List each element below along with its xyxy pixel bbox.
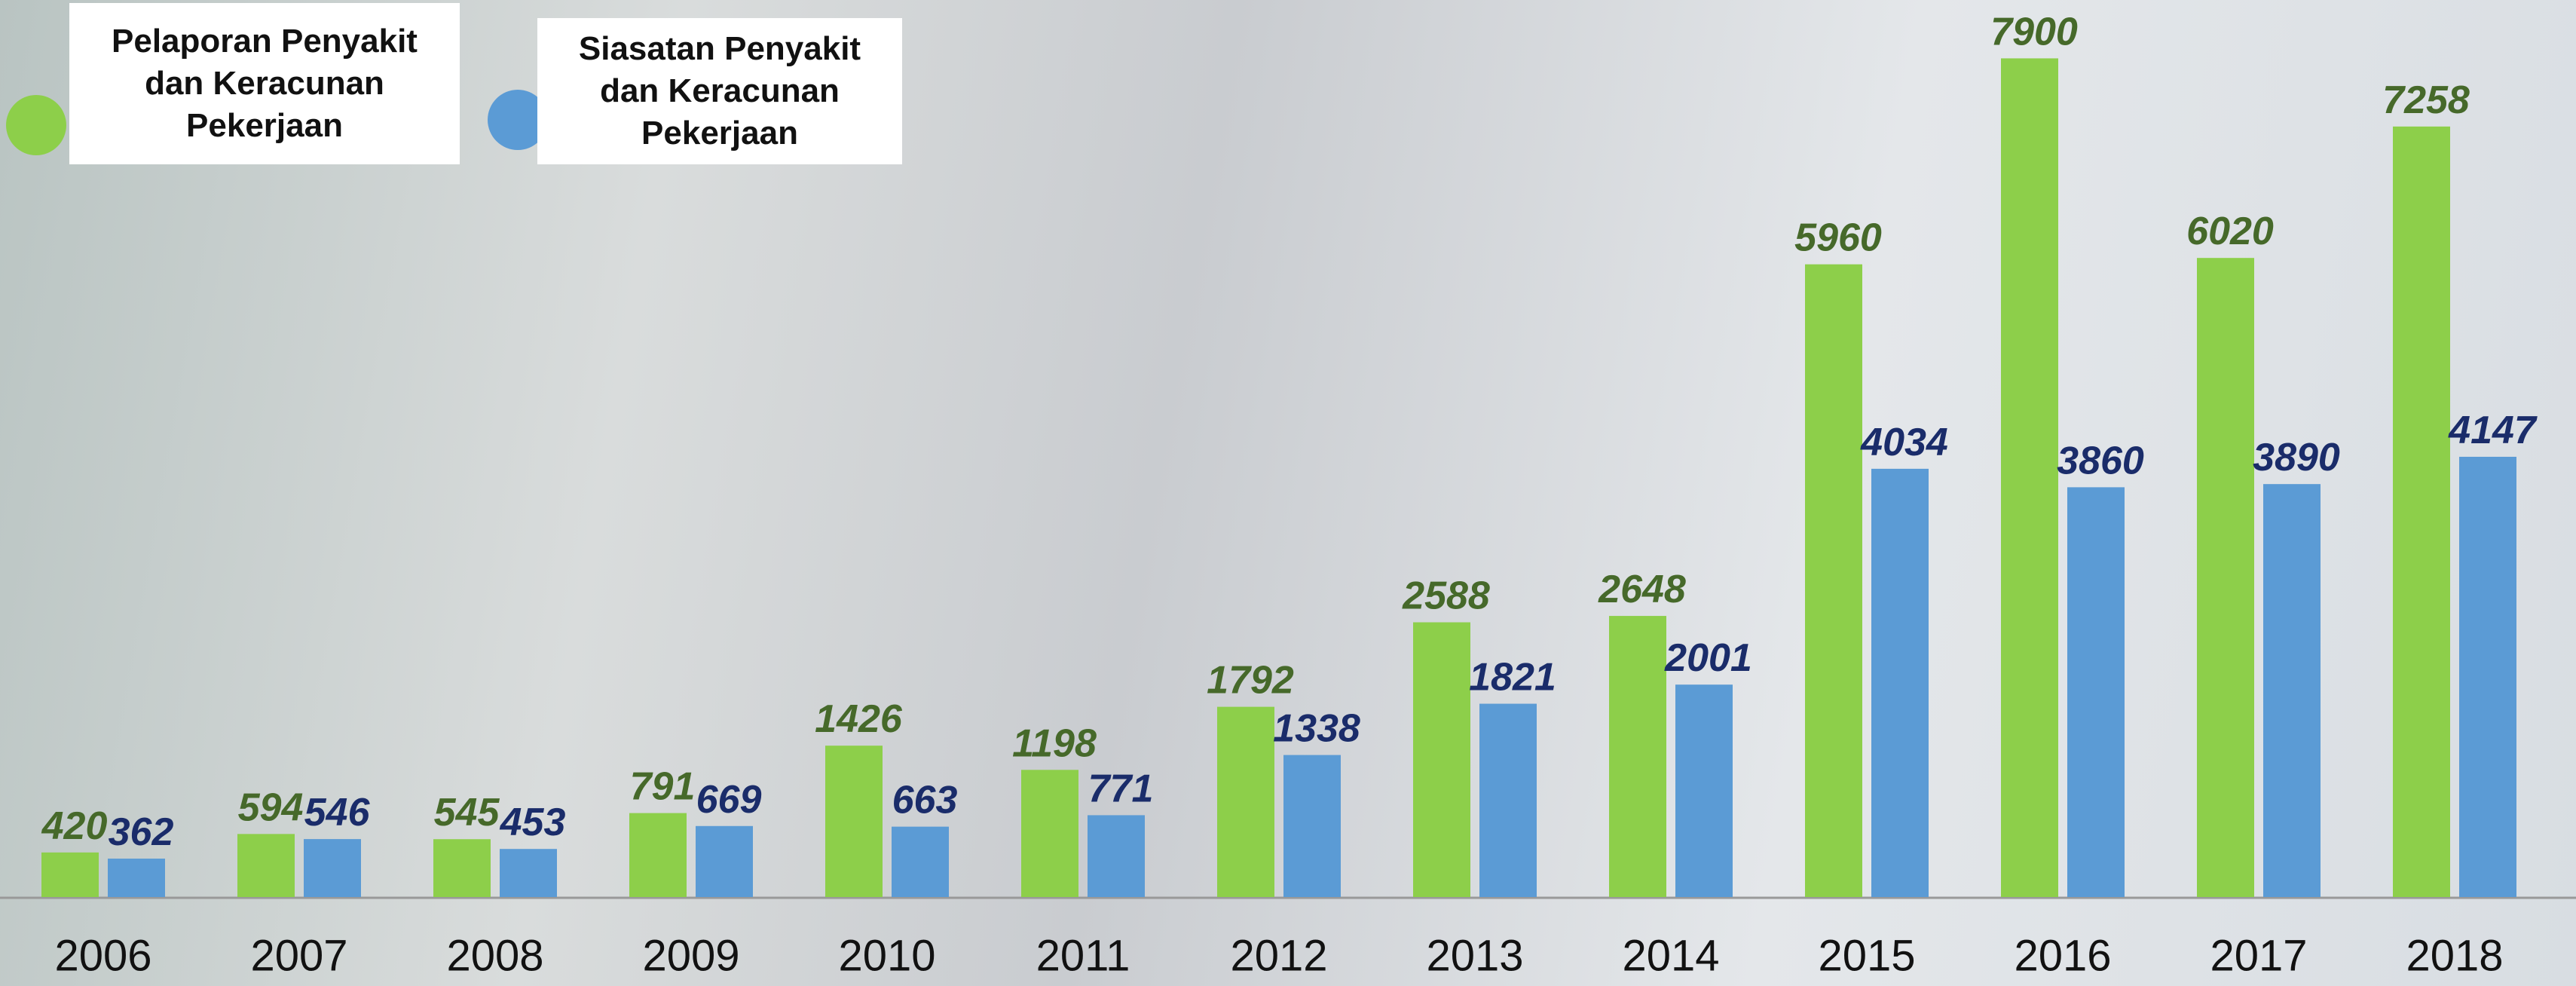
bar bbox=[1609, 616, 1666, 897]
bar bbox=[2459, 456, 2516, 897]
data-label: 1426 bbox=[815, 697, 903, 741]
bar bbox=[1413, 622, 1470, 897]
data-label: 2001 bbox=[1664, 636, 1752, 680]
bar bbox=[696, 825, 753, 897]
x-tick-label: 2006 bbox=[54, 931, 151, 980]
bar bbox=[41, 852, 99, 897]
bar bbox=[1479, 703, 1537, 897]
bar bbox=[629, 813, 687, 897]
plot-area bbox=[41, 58, 2516, 897]
bar bbox=[1805, 264, 1862, 897]
legend-entry: Siasatan Penyakit dan Keracunan Pekerjaa… bbox=[537, 18, 902, 164]
bar bbox=[1871, 468, 1929, 897]
data-label: 6020 bbox=[2186, 210, 2274, 253]
bar bbox=[1217, 706, 1274, 897]
x-tick-label: 2015 bbox=[1818, 931, 1915, 980]
data-label: 7900 bbox=[1990, 10, 2078, 54]
x-tick-label: 2011 bbox=[1036, 931, 1130, 980]
bar bbox=[825, 746, 883, 897]
legend-swatch bbox=[6, 95, 66, 155]
x-tick-label: 2018 bbox=[2406, 931, 2503, 980]
legend-entry: Pelaporan Penyakit dan Keracunan Pekerja… bbox=[69, 3, 460, 164]
data-label: 791 bbox=[630, 765, 696, 809]
bar bbox=[1283, 755, 1341, 897]
bar bbox=[108, 859, 165, 897]
data-label: 4034 bbox=[1860, 421, 1948, 464]
data-label: 771 bbox=[1088, 767, 1154, 810]
bar bbox=[304, 839, 361, 897]
data-label: 1338 bbox=[1273, 707, 1360, 751]
data-label: 545 bbox=[434, 791, 500, 834]
data-label: 362 bbox=[109, 810, 174, 854]
x-tick-label: 2016 bbox=[2014, 931, 2111, 980]
bar bbox=[2001, 58, 2058, 897]
data-label: 3860 bbox=[2057, 439, 2144, 482]
bar bbox=[1675, 684, 1733, 897]
x-tick-label: 2012 bbox=[1230, 931, 1327, 980]
data-label: 1198 bbox=[1012, 721, 1097, 765]
x-tick-label: 2009 bbox=[642, 931, 739, 980]
data-label: 669 bbox=[696, 778, 762, 822]
data-label: 2648 bbox=[1598, 568, 1686, 611]
data-label: 2588 bbox=[1402, 574, 1490, 618]
data-label: 546 bbox=[304, 791, 371, 834]
data-label: 4147 bbox=[2448, 409, 2538, 452]
bar bbox=[2067, 487, 2125, 897]
x-tick-label: 2008 bbox=[446, 931, 543, 980]
bar bbox=[433, 839, 491, 897]
data-label: 594 bbox=[238, 785, 304, 829]
data-label: 1821 bbox=[1469, 656, 1556, 700]
x-tick-label: 2014 bbox=[1622, 931, 1719, 980]
x-tick-label: 2007 bbox=[250, 931, 347, 980]
data-label: 1792 bbox=[1207, 659, 1294, 703]
bar bbox=[1021, 770, 1078, 897]
data-label: 5960 bbox=[1794, 216, 1882, 260]
bar bbox=[2197, 258, 2254, 897]
data-label: 663 bbox=[892, 779, 958, 822]
data-label: 420 bbox=[41, 804, 108, 848]
bar bbox=[2393, 126, 2450, 897]
data-label: 3890 bbox=[2253, 436, 2340, 479]
bar bbox=[892, 826, 949, 897]
bar bbox=[500, 849, 557, 897]
bar bbox=[1088, 815, 1145, 897]
bar bbox=[2263, 484, 2321, 897]
x-tick-label: 2013 bbox=[1426, 931, 1523, 980]
x-tick-label: 2010 bbox=[838, 931, 935, 980]
bar bbox=[237, 834, 295, 897]
x-tick-label: 2017 bbox=[2210, 931, 2307, 980]
data-label: 7258 bbox=[2382, 78, 2470, 122]
data-label: 453 bbox=[500, 801, 566, 844]
